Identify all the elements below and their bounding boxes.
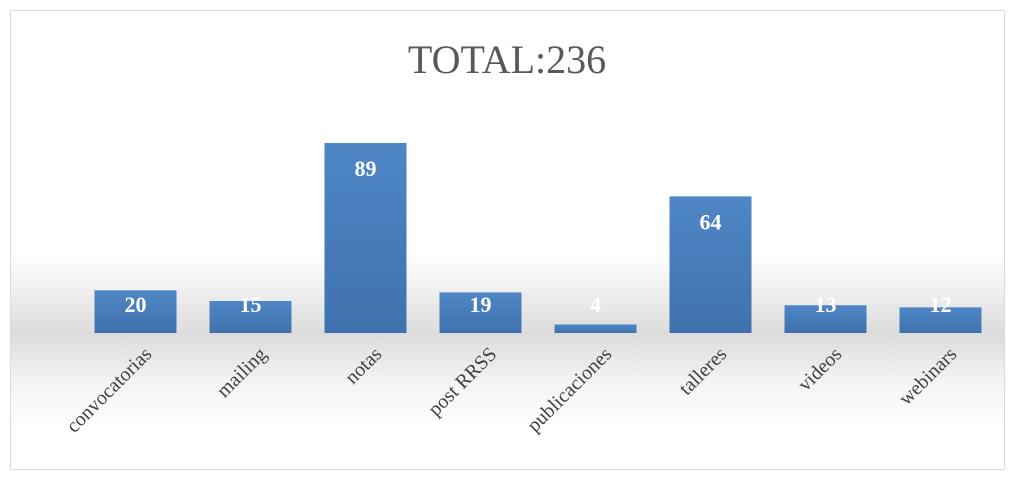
bar <box>554 324 637 333</box>
data-label: 4 <box>590 292 601 317</box>
bar <box>669 196 752 333</box>
chart-title: TOTAL:236 <box>408 37 606 82</box>
floor-shade <box>11 110 1004 430</box>
data-label: 89 <box>355 156 377 181</box>
bar <box>209 300 292 333</box>
data-label: 12 <box>930 292 952 317</box>
data-label: 15 <box>240 292 262 317</box>
bar <box>899 307 982 333</box>
bar <box>324 143 407 333</box>
data-label: 13 <box>815 292 837 317</box>
bar <box>439 292 522 333</box>
data-label: 20 <box>125 292 147 317</box>
data-label: 64 <box>700 209 722 234</box>
bar <box>94 290 177 333</box>
data-label: 19 <box>470 292 492 317</box>
bar <box>784 305 867 333</box>
